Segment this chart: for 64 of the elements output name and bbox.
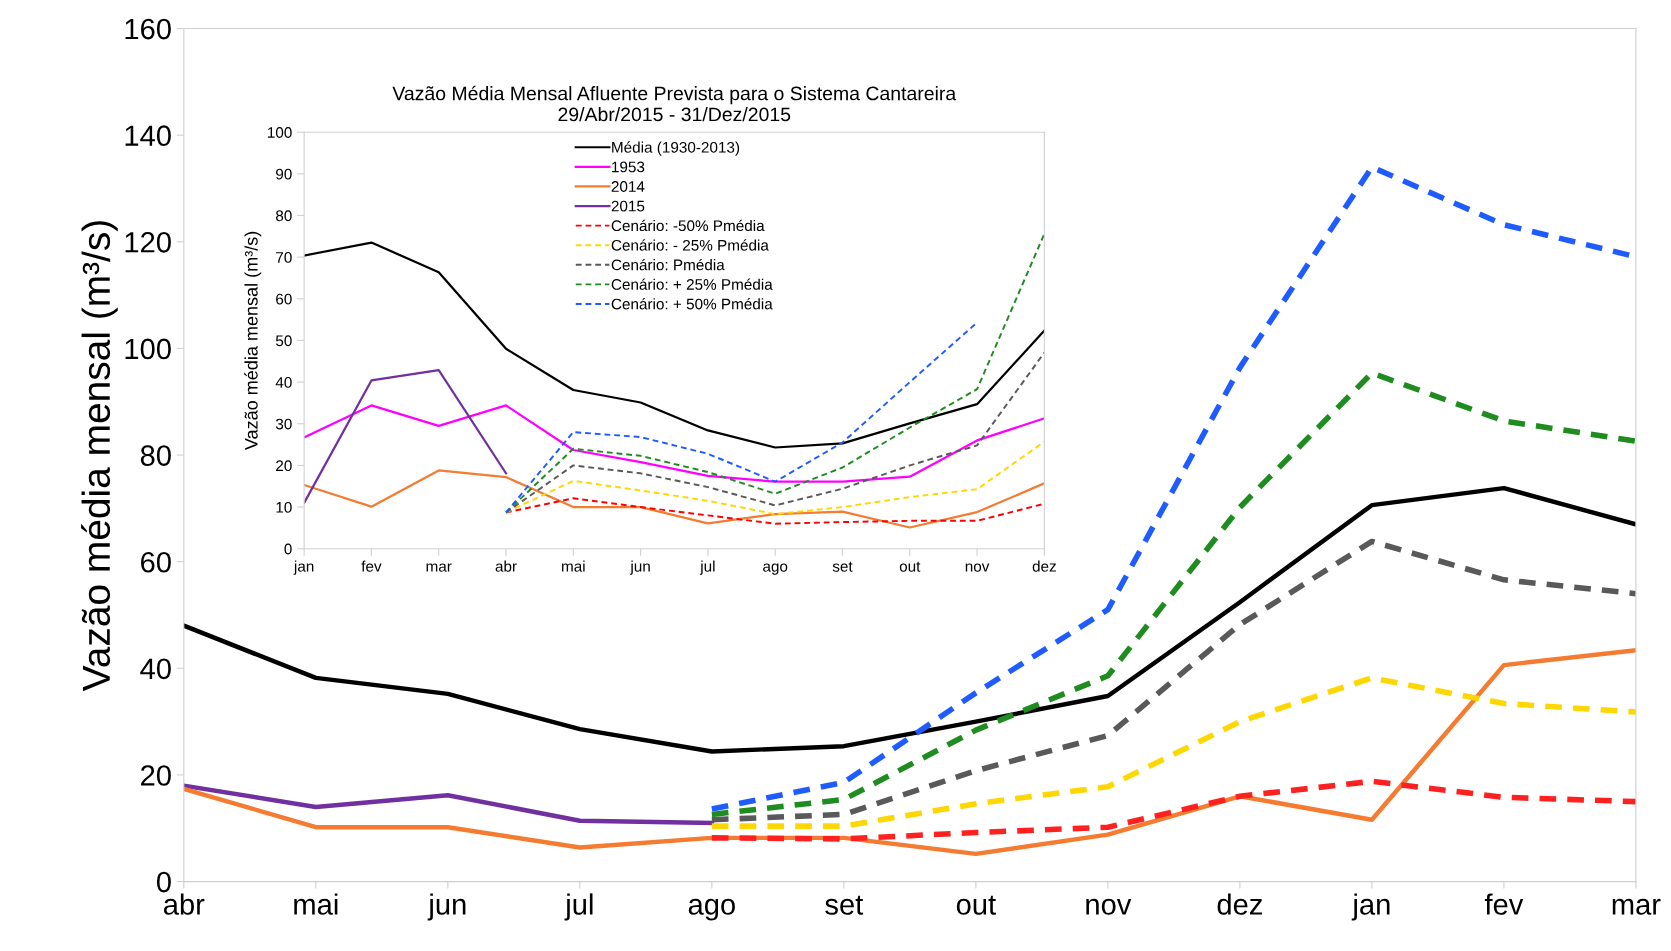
legend-label: Cenário: Pmédia: [611, 258, 725, 271]
y-tick-label: 0: [284, 543, 292, 555]
y-tick-label: 140: [125, 125, 171, 147]
x-tick-label: jun: [630, 560, 650, 575]
line-series: [304, 368, 508, 505]
y-tick-label: 50: [275, 335, 292, 347]
line-series: [304, 241, 1045, 449]
x-tick-label: mai: [294, 893, 338, 915]
line-series: [304, 469, 1045, 529]
x-tick-label: ago: [763, 563, 788, 575]
line-series: [183, 647, 1636, 857]
x-tick-label: nov: [965, 563, 990, 572]
x-tick-label: jul: [564, 893, 593, 921]
line-series: [304, 404, 1045, 483]
x-tick-label: ago: [688, 898, 735, 921]
legend-label: Cenário: - 25% Pmédia: [611, 239, 769, 251]
y-tick-label: 20: [276, 460, 292, 472]
x-tick-label: jul: [699, 560, 715, 575]
legend-label: Cenário: -50% Pmédia: [611, 219, 765, 232]
y-axis-title: Vazão média mensal (m³/s): [244, 231, 262, 451]
x-tick-label: fev: [361, 560, 382, 572]
x-tick-label: dez: [1217, 893, 1262, 915]
x-tick-label: jan: [1351, 893, 1390, 921]
legend-label: 2014: [611, 181, 645, 192]
legend-label: 2015: [611, 200, 645, 212]
x-tick-label: abr: [495, 560, 517, 572]
line-series: [183, 783, 715, 826]
x-tick-label: mar: [1612, 898, 1661, 915]
y-tick-label: 90: [276, 168, 292, 180]
y-tick-label: 80: [140, 445, 171, 466]
x-tick-label: abr: [163, 893, 205, 915]
y-axis-title: Vazão média mensal (m³/s): [81, 221, 118, 692]
legend-label: Cenário: + 50% Pmédia: [611, 298, 773, 310]
y-tick-label: 100: [125, 338, 171, 360]
x-tick-label: set: [832, 561, 853, 572]
y-tick-label: 10: [276, 501, 292, 513]
x-tick-label: mar: [426, 563, 452, 572]
line-series: [505, 351, 1045, 514]
y-tick-label: 40: [140, 658, 171, 680]
y-tick-label: 120: [125, 231, 171, 253]
y-tick-label: 60: [276, 293, 292, 305]
line-series: [183, 485, 1636, 754]
x-tick-label: dez: [1032, 560, 1056, 572]
y-tick-label: 60: [141, 551, 171, 573]
legend-label: 1953: [612, 161, 645, 173]
x-tick-label: out: [956, 895, 996, 915]
x-tick-label: jan: [293, 560, 314, 575]
y-tick-label: 100: [267, 127, 292, 138]
y-tick-label: 160: [125, 18, 171, 40]
x-tick-label: fev: [1484, 893, 1524, 915]
legend-label: Média (1930-2013): [612, 141, 740, 156]
legend-label: Cenário: + 25% Pmédia: [611, 278, 773, 290]
y-tick-label: 40: [275, 376, 292, 388]
y-tick-label: 30: [275, 418, 292, 430]
y-tick-label: 70: [276, 252, 292, 263]
y-tick-label: 80: [275, 210, 292, 222]
x-tick-label: set: [825, 895, 864, 915]
chart-title: Vazão Média Mensal Afluente Prevista para o Sistema Cantareira 29/Abr/2015 - 31/Dez/2015: [392, 85, 957, 122]
x-tick-label: jun: [427, 893, 466, 921]
y-tick-label: 20: [141, 765, 171, 786]
x-tick-label: nov: [1086, 898, 1132, 915]
x-tick-label: mai: [562, 560, 585, 572]
y-tick-label: 0: [156, 871, 171, 893]
x-tick-label: out: [899, 561, 921, 572]
